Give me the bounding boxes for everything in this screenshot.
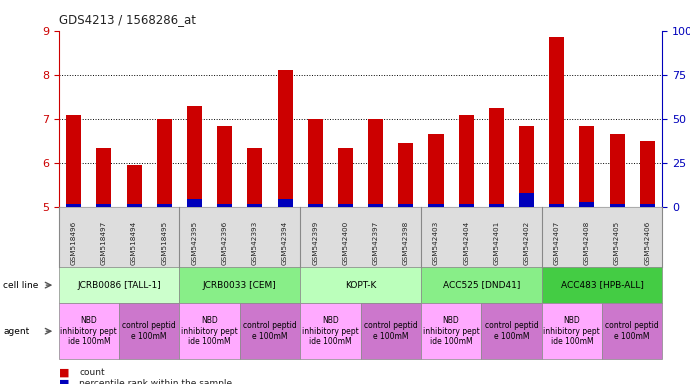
Text: JCRB0033 [CEM]: JCRB0033 [CEM] — [203, 281, 277, 290]
Bar — [489, 204, 504, 207]
Bar — [66, 115, 81, 207]
Text: control peptid
e 100mM: control peptid e 100mM — [364, 321, 417, 341]
Bar — [519, 126, 534, 207]
Text: GSM542408: GSM542408 — [584, 221, 590, 265]
Bar — [428, 134, 444, 207]
Bar — [277, 199, 293, 207]
Text: GSM542405: GSM542405 — [614, 221, 620, 265]
Bar — [338, 148, 353, 207]
Text: KOPT-K: KOPT-K — [345, 281, 376, 290]
Bar — [187, 106, 202, 207]
Bar — [66, 204, 81, 207]
Text: agent: agent — [3, 327, 30, 336]
Bar — [459, 204, 474, 207]
Text: GSM518494: GSM518494 — [131, 221, 137, 265]
Bar — [580, 126, 595, 207]
Text: cell line: cell line — [3, 281, 39, 290]
Text: NBD
inhibitory pept
ide 100mM: NBD inhibitory pept ide 100mM — [181, 316, 238, 346]
Bar — [97, 148, 112, 207]
Bar — [640, 141, 655, 207]
Bar — [97, 204, 112, 207]
Text: control peptid
e 100mM: control peptid e 100mM — [243, 321, 297, 341]
Text: percentile rank within the sample: percentile rank within the sample — [79, 379, 233, 384]
Text: ACC525 [DND41]: ACC525 [DND41] — [442, 281, 520, 290]
Text: GSM542402: GSM542402 — [524, 221, 529, 265]
Text: GSM542396: GSM542396 — [221, 221, 228, 265]
Text: GSM542403: GSM542403 — [433, 221, 439, 265]
Text: GSM542397: GSM542397 — [373, 221, 379, 265]
Bar — [187, 199, 202, 207]
Text: ■: ■ — [59, 367, 69, 377]
Text: control peptid
e 100mM: control peptid e 100mM — [484, 321, 538, 341]
Bar — [609, 134, 624, 207]
Text: GSM542400: GSM542400 — [342, 221, 348, 265]
Text: GSM542398: GSM542398 — [403, 221, 408, 265]
Bar — [157, 119, 172, 207]
Text: control peptid
e 100mM: control peptid e 100mM — [122, 321, 176, 341]
Text: count: count — [79, 368, 105, 377]
Bar — [247, 148, 262, 207]
Text: GSM542394: GSM542394 — [282, 221, 288, 265]
Bar — [308, 119, 323, 207]
Text: GSM518495: GSM518495 — [161, 221, 167, 265]
Bar — [398, 204, 413, 207]
Bar — [549, 204, 564, 207]
Bar — [368, 119, 383, 207]
Bar — [126, 166, 141, 207]
Bar — [308, 204, 323, 207]
Text: ACC483 [HPB-ALL]: ACC483 [HPB-ALL] — [560, 281, 644, 290]
Text: GSM542406: GSM542406 — [644, 221, 650, 265]
Bar — [549, 37, 564, 207]
Text: GSM542395: GSM542395 — [192, 221, 197, 265]
Text: GSM542399: GSM542399 — [313, 221, 318, 265]
Text: JCRB0086 [TALL-1]: JCRB0086 [TALL-1] — [77, 281, 161, 290]
Bar — [580, 202, 595, 207]
Text: GSM518497: GSM518497 — [101, 221, 107, 265]
Text: GSM542407: GSM542407 — [554, 221, 560, 265]
Bar — [459, 115, 474, 207]
Bar — [157, 204, 172, 207]
Bar — [247, 204, 262, 207]
Text: GSM542393: GSM542393 — [252, 221, 258, 265]
Text: NBD
inhibitory pept
ide 100mM: NBD inhibitory pept ide 100mM — [302, 316, 359, 346]
Text: NBD
inhibitory pept
ide 100mM: NBD inhibitory pept ide 100mM — [423, 316, 480, 346]
Bar — [519, 193, 534, 207]
Text: NBD
inhibitory pept
ide 100mM: NBD inhibitory pept ide 100mM — [544, 316, 600, 346]
Bar — [489, 108, 504, 207]
Bar — [277, 71, 293, 207]
Text: GSM542401: GSM542401 — [493, 221, 500, 265]
Bar — [338, 204, 353, 207]
Text: NBD
inhibitory pept
ide 100mM: NBD inhibitory pept ide 100mM — [61, 316, 117, 346]
Text: GDS4213 / 1568286_at: GDS4213 / 1568286_at — [59, 13, 196, 26]
Text: GSM518496: GSM518496 — [71, 221, 77, 265]
Text: ■: ■ — [59, 379, 69, 384]
Bar — [428, 204, 444, 207]
Bar — [368, 204, 383, 207]
Text: GSM542404: GSM542404 — [463, 221, 469, 265]
Text: control peptid
e 100mM: control peptid e 100mM — [605, 321, 659, 341]
Bar — [217, 126, 233, 207]
Bar — [398, 143, 413, 207]
Bar — [640, 204, 655, 207]
Bar — [126, 204, 141, 207]
Bar — [609, 204, 624, 207]
Bar — [217, 204, 233, 207]
